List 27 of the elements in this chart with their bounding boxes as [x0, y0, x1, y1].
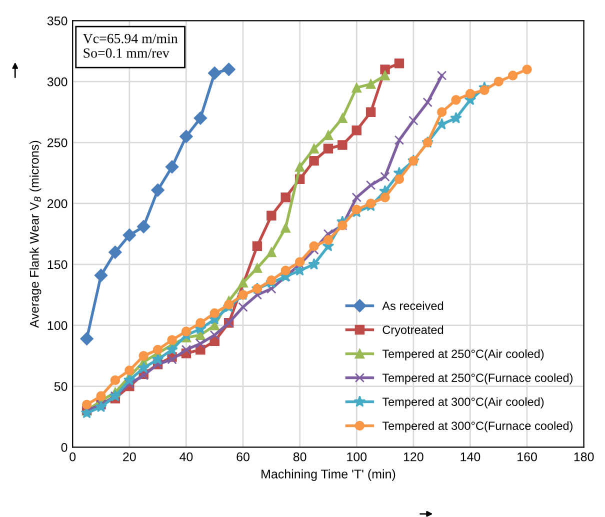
- x-tick-label: 120: [404, 452, 424, 462]
- x-tick-label: 40: [180, 452, 193, 462]
- legend-label: Tempered at 300°C(Air cooled): [382, 397, 544, 408]
- legend-label: Tempered at 250°C(Furnace cooled): [382, 373, 572, 384]
- y-tick-label: 200: [48, 199, 68, 208]
- y-tick-label: 250: [48, 138, 68, 148]
- y-tick-label: 300: [47, 77, 68, 86]
- y-tick-label: 50: [54, 382, 68, 391]
- x-tick-label: 60: [236, 452, 250, 462]
- y-axis-title: Average Flank Wear V$_{B}$ (microns): [30, 140, 42, 328]
- x-tick-label: 80: [293, 452, 306, 462]
- legend-label: As received: [382, 301, 444, 310]
- x-tick-label: 20: [123, 452, 136, 462]
- x-axis-title: Machining Time 'T' (min): [262, 469, 396, 481]
- legend-label: Tempered at 250°C(Air cooled): [382, 349, 544, 360]
- x-tick-label: 0: [70, 452, 76, 462]
- y-tick-label: 350: [47, 16, 68, 26]
- x-tick-label: 180: [574, 452, 594, 462]
- legend-label: Tempered at 300°C(Furnace cooled): [382, 421, 572, 432]
- y-tick-label: 150: [48, 260, 68, 270]
- legend-label: Cryotreated: [382, 325, 444, 336]
- y-tick-label: 100: [48, 321, 68, 330]
- y-tick-label: 0: [61, 443, 68, 452]
- x-tick-label: 160: [518, 452, 537, 462]
- x-tick-label: 140: [460, 452, 480, 462]
- x-tick-label: 100: [347, 452, 367, 462]
- annotation: Vc=65.94 m/min So=0.1 mm/rev: [82, 34, 178, 58]
